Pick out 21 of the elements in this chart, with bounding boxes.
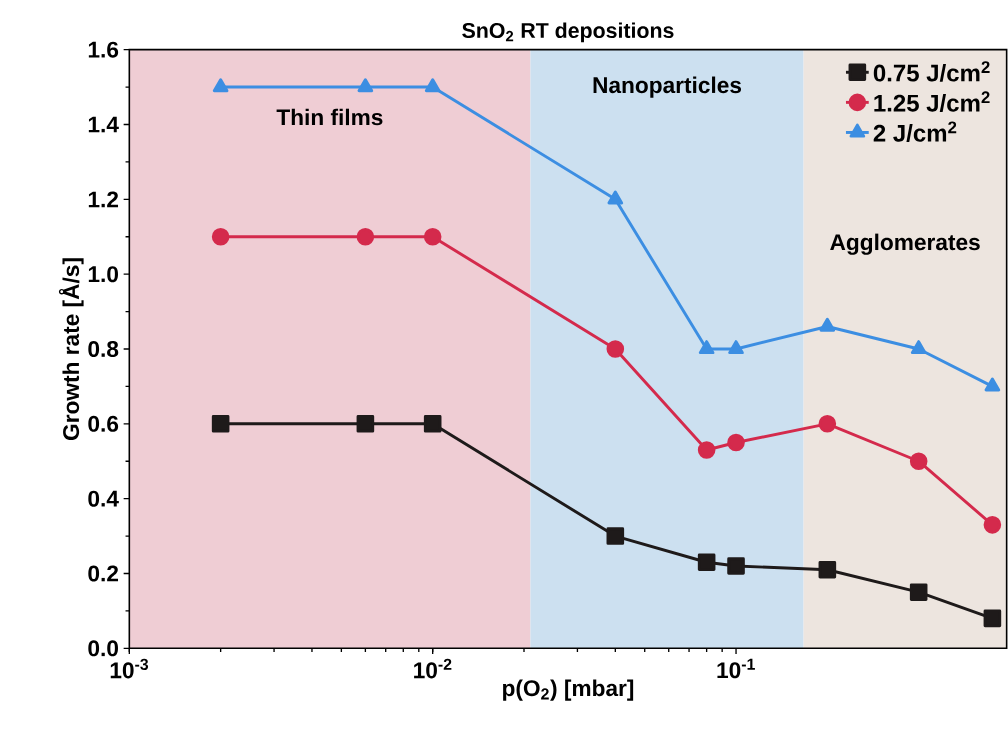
y-tick-label: 0.8 — [88, 340, 119, 358]
x-tick-label: 10$^{-1}$ — [717, 658, 755, 679]
x-tick-label: 10$^{-2}$ — [414, 658, 452, 679]
legend-label: 1.25 J/cm$^{2}$ — [874, 91, 990, 112]
band-label: Nanoparticles — [593, 76, 742, 98]
legend-label: 2 J/cm$^{2}$ — [873, 121, 957, 142]
band-label: Agglomerates — [830, 233, 980, 255]
x-axis-title: p(O$_{2}$) [mbar] — [503, 679, 634, 701]
y-tick-label: 1.6 — [88, 41, 119, 58]
y-tick-label: 1.2 — [88, 191, 119, 208]
y-tick-label: 1.0 — [88, 266, 118, 283]
y-tick-label: 0.6 — [88, 415, 119, 432]
y-tick-label: 0.4 — [88, 490, 119, 507]
x-tick-label: 10$^{-3}$ — [110, 658, 149, 679]
chart-title: SnO$_{2}$ RT depositions — [462, 22, 674, 43]
band-label: Thin films — [276, 108, 383, 126]
y-tick-label: 1.4 — [88, 116, 119, 133]
legend-label: 0.75 J/cm$^{2}$ — [873, 61, 990, 82]
y-tick-label: 0.2 — [88, 565, 119, 582]
y-axis-title: Growth rate [Å/s] — [58, 258, 84, 440]
y-tick-label: 0.0 — [88, 640, 118, 657]
